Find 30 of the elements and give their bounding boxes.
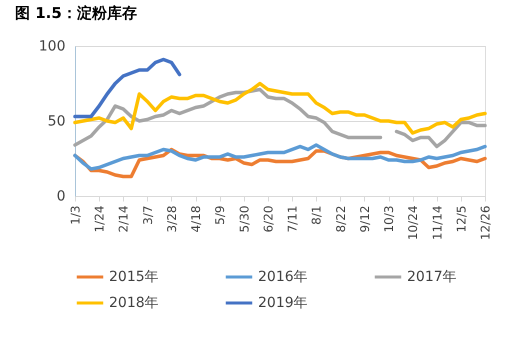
y-tick-label: 100 bbox=[38, 38, 66, 54]
x-tick-label: 1/24 bbox=[92, 206, 107, 232]
x-tick-label: 7/11 bbox=[286, 206, 300, 232]
x-tick-label: 3/28 bbox=[164, 206, 179, 232]
x-tick-label: 5/9 bbox=[213, 206, 228, 225]
legend-label: 2015年 bbox=[109, 269, 159, 285]
chart-title: 图 1.5：淀粉库存 bbox=[15, 4, 137, 22]
x-tick-label: 2/14 bbox=[116, 206, 131, 232]
line-series bbox=[73, 82, 487, 135]
x-tick-label: 1/3 bbox=[68, 206, 82, 225]
y-tick-label: 50 bbox=[48, 114, 66, 130]
line-series bbox=[73, 58, 182, 118]
legend-label: 2018年 bbox=[109, 295, 159, 311]
x-tick-label: 12/26 bbox=[478, 206, 492, 240]
legend-label: 2017年 bbox=[407, 269, 457, 285]
line-series bbox=[73, 143, 487, 171]
legend-label: 2016年 bbox=[258, 269, 308, 285]
x-tick-label: 9/12 bbox=[358, 206, 372, 232]
x-tick-label: 4/18 bbox=[189, 206, 204, 232]
x-tick-label: 5/30 bbox=[237, 206, 252, 232]
x-tick-label: 11/14 bbox=[430, 206, 444, 240]
x-tick-label: 8/22 bbox=[334, 206, 348, 232]
legend-label: 2019年 bbox=[258, 295, 308, 311]
x-tick-label: 12/5 bbox=[454, 206, 468, 232]
x-tick-label: 10/24 bbox=[406, 206, 420, 240]
x-tick-label: 6/20 bbox=[261, 206, 276, 232]
x-tick-label: 10/3 bbox=[382, 206, 396, 232]
x-tick-label: 8/1 bbox=[310, 206, 324, 225]
y-tick-label: 0 bbox=[56, 188, 66, 204]
x-tick-label: 3/7 bbox=[140, 206, 155, 225]
